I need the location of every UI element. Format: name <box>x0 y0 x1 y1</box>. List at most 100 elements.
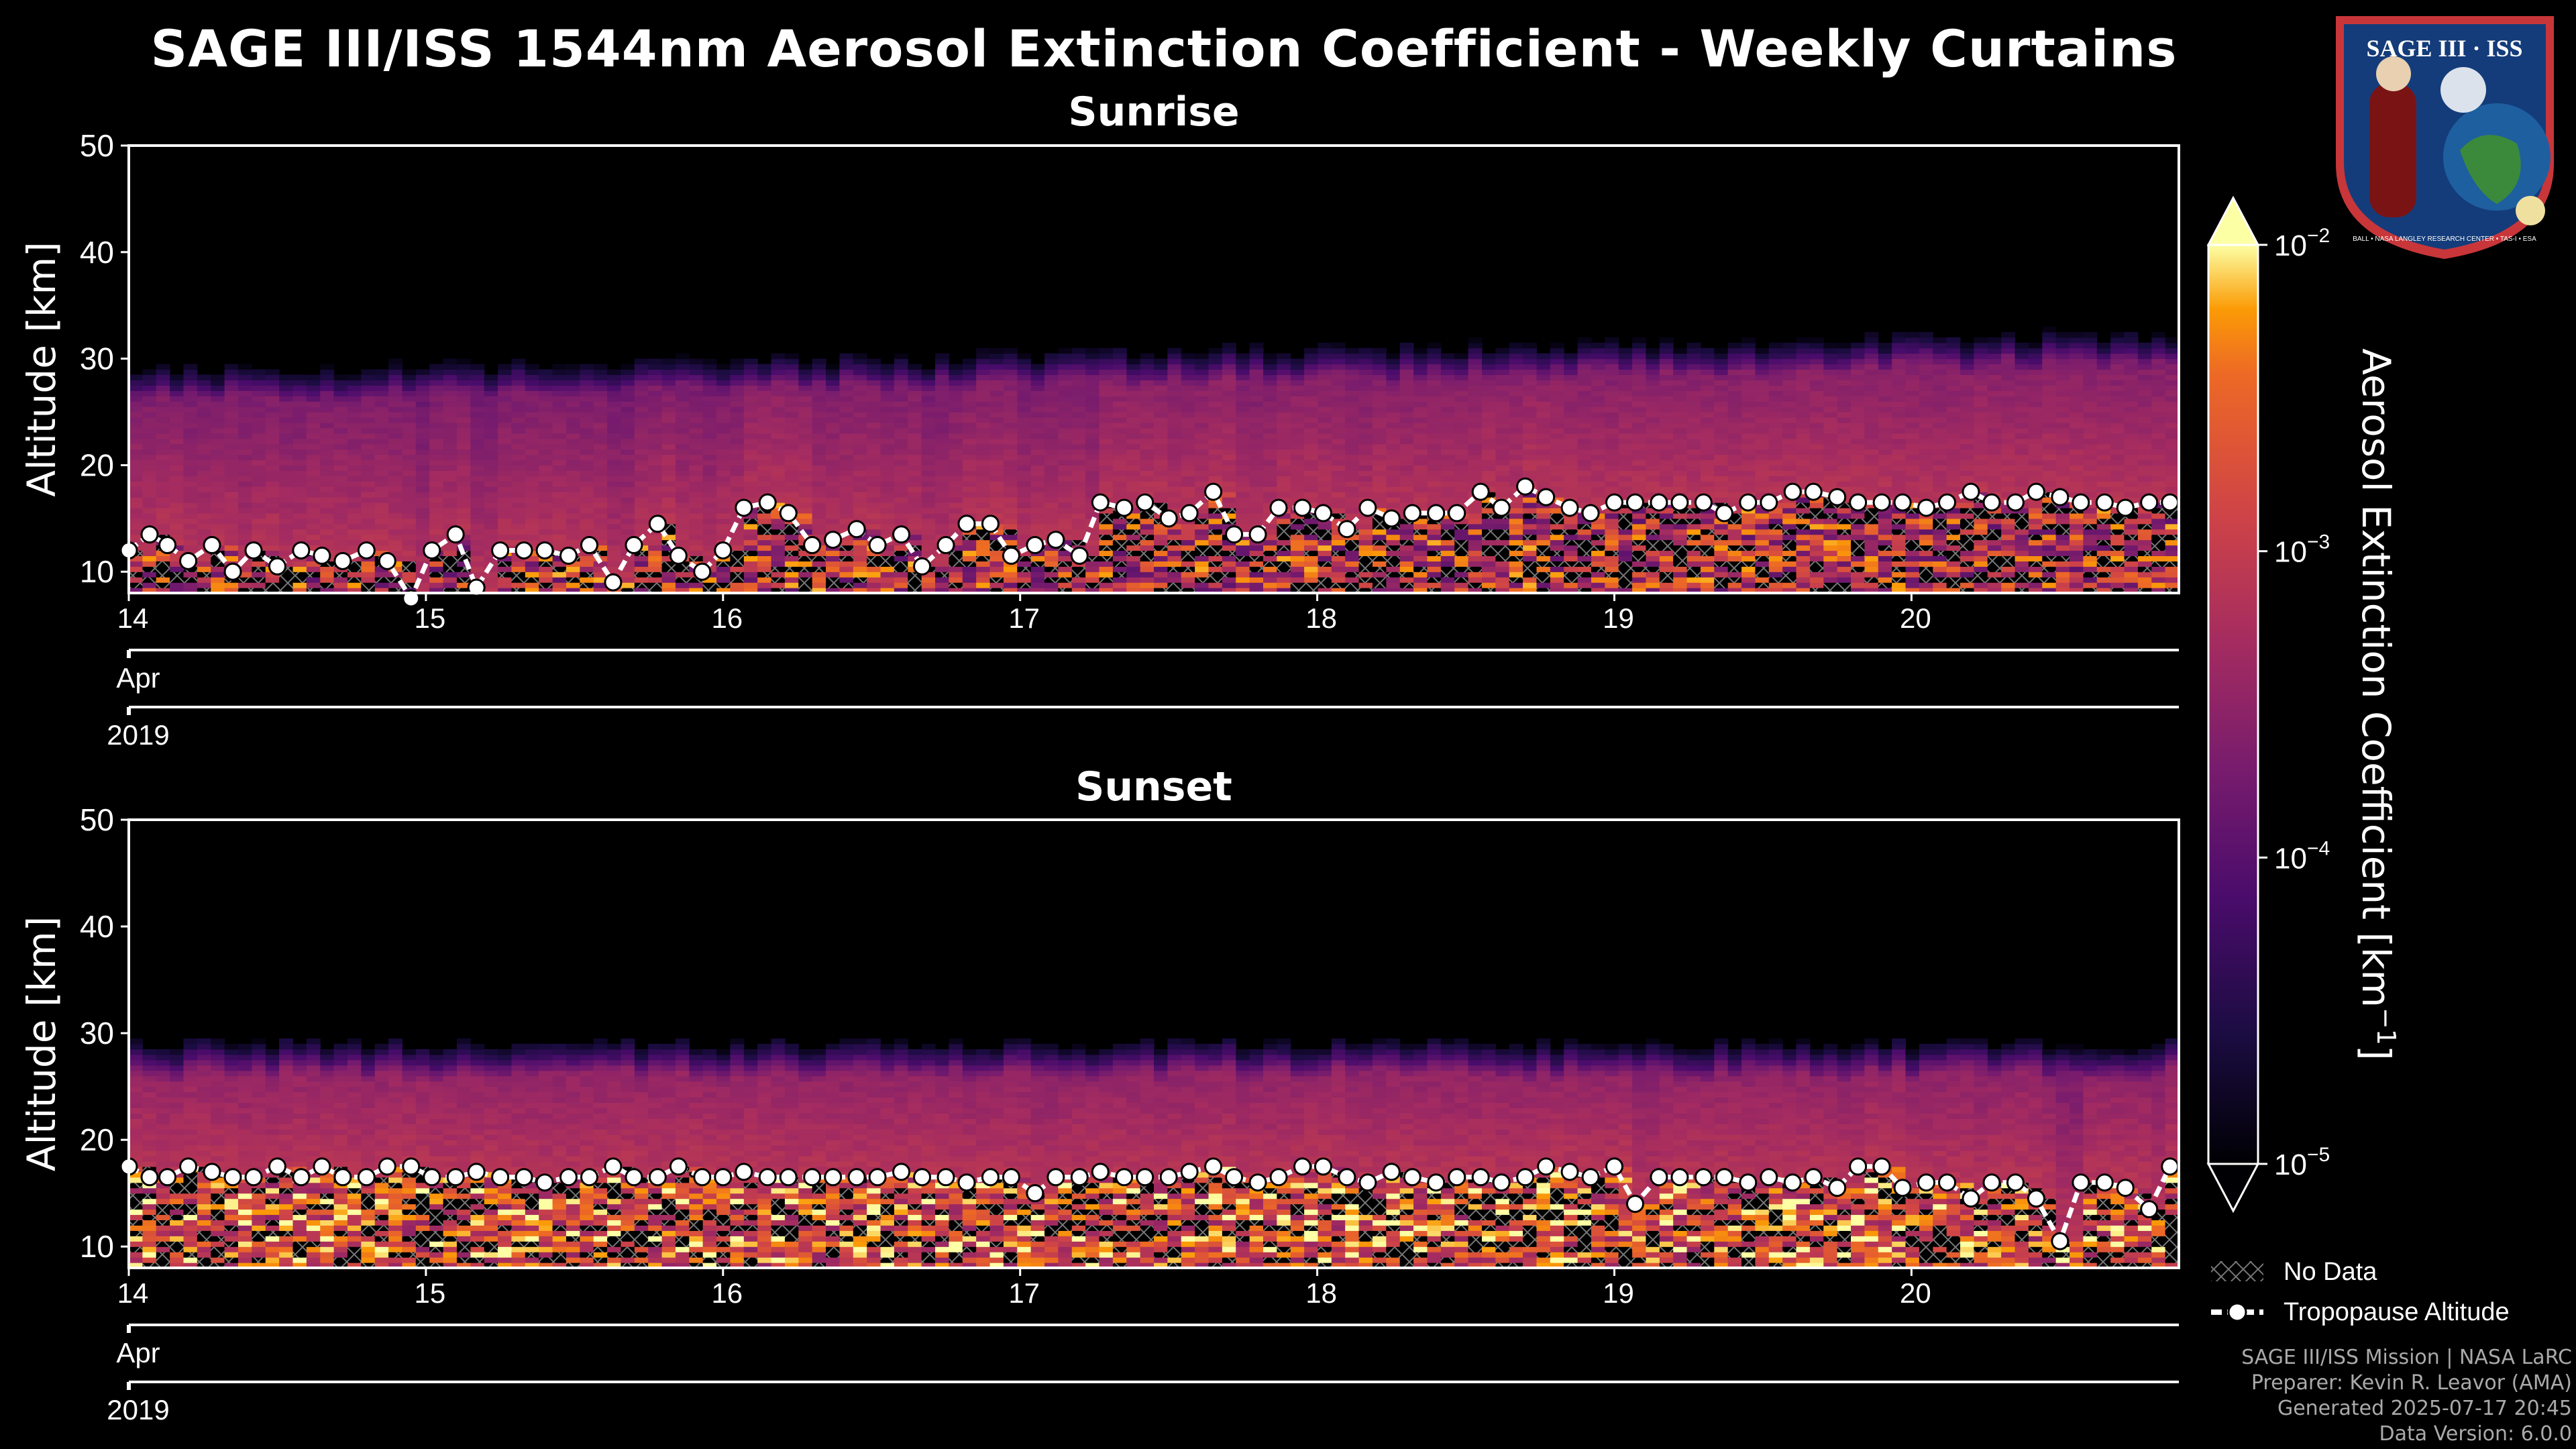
no-data-cell <box>1277 545 1291 551</box>
heatmap-cell <box>1468 401 1483 407</box>
heatmap-cell <box>1468 529 1483 535</box>
heatmap-cell <box>388 401 403 407</box>
heatmap-cell <box>607 417 622 423</box>
no-data-cell <box>1386 555 1401 561</box>
heatmap-cell <box>675 449 690 455</box>
heatmap-cell <box>484 380 498 386</box>
heatmap-cell <box>1564 481 1578 487</box>
heatmap-cell <box>1358 572 1373 578</box>
heatmap-cell <box>484 476 498 482</box>
heatmap-cell <box>962 476 977 482</box>
heatmap-cell <box>279 443 294 450</box>
heatmap-cell <box>1181 577 1195 583</box>
no-data-cell <box>1536 550 1551 557</box>
heatmap-cell <box>1277 374 1291 380</box>
heatmap-cell <box>498 486 513 492</box>
heatmap-cell <box>470 417 485 423</box>
heatmap-cell <box>1495 353 1510 360</box>
heatmap-cell <box>402 449 417 455</box>
heatmap-cell <box>743 364 758 370</box>
heatmap-cell <box>921 518 936 525</box>
heatmap-cell <box>1331 476 1346 482</box>
heatmap-cell <box>894 396 908 402</box>
heatmap-cell <box>1509 433 1523 439</box>
heatmap-cell <box>566 374 580 380</box>
heatmap-cell <box>621 454 635 461</box>
heatmap-cell <box>880 534 895 541</box>
heatmap-cell <box>1126 502 1141 508</box>
heatmap-cell <box>1523 364 1538 370</box>
heatmap-cell <box>648 507 663 514</box>
heatmap-cell <box>1550 470 1564 476</box>
no-data-cell <box>402 561 417 567</box>
heatmap-cell <box>1386 470 1401 476</box>
heatmap-cell <box>1632 433 1647 439</box>
heatmap-cell <box>1154 454 1168 461</box>
heatmap-cell <box>1099 561 1114 567</box>
heatmap-cell <box>1413 502 1428 508</box>
heatmap-cell <box>1468 588 1483 594</box>
heatmap-cell <box>1249 486 1264 492</box>
heatmap-cell <box>197 492 211 498</box>
no-data-cell <box>1345 582 1360 588</box>
heatmap-cell <box>142 481 157 487</box>
heatmap-cell <box>1413 534 1428 541</box>
heatmap-cell <box>976 369 991 376</box>
no-data-cell <box>1550 561 1564 567</box>
heatmap-cell <box>935 353 949 360</box>
heatmap-cell <box>402 518 417 525</box>
heatmap-cell <box>661 454 676 461</box>
heatmap-cell <box>1331 481 1346 487</box>
heatmap-cell <box>771 545 786 551</box>
heatmap-cell <box>237 539 252 546</box>
heatmap-cell <box>648 545 663 551</box>
heatmap-cell <box>867 582 881 588</box>
heatmap-cell <box>1618 407 1633 413</box>
heatmap-cell <box>1195 353 1210 360</box>
heatmap-cell <box>511 513 526 519</box>
heatmap-cell <box>962 396 977 402</box>
heatmap-cell <box>1481 582 1496 588</box>
heatmap-cell <box>1646 492 1660 498</box>
heatmap-cell <box>1481 449 1496 455</box>
heatmap-cell <box>320 364 335 370</box>
heatmap-cell <box>1318 433 1332 439</box>
heatmap-cell <box>1195 396 1210 402</box>
heatmap-cell <box>839 380 854 386</box>
heatmap-cell <box>771 534 786 541</box>
heatmap-cell <box>1003 454 1018 461</box>
heatmap-cell <box>935 427 949 434</box>
heatmap-cell <box>252 518 266 525</box>
heatmap-cell <box>1427 364 1442 370</box>
heatmap-cell <box>784 545 799 551</box>
heatmap-cell <box>429 465 444 471</box>
heatmap-cell <box>1236 550 1250 557</box>
heatmap-cell <box>1618 588 1633 594</box>
heatmap-cell <box>142 460 157 466</box>
heatmap-cell <box>1481 401 1496 407</box>
heatmap-cell <box>1454 390 1469 396</box>
heatmap-cell <box>429 396 444 402</box>
heatmap-cell <box>320 396 335 402</box>
heatmap-cell <box>1167 433 1182 439</box>
heatmap-cell <box>949 518 963 525</box>
no-data-cell <box>1550 529 1564 535</box>
heatmap-cell <box>1044 364 1059 370</box>
heatmap-cell <box>1591 353 1605 360</box>
heatmap-cell <box>525 529 539 535</box>
heatmap-cell <box>320 449 335 455</box>
heatmap-cell <box>1331 534 1346 541</box>
no-data-cell <box>443 561 458 567</box>
heatmap-cell <box>156 470 170 476</box>
heatmap-cell <box>593 529 608 535</box>
heatmap-cell <box>197 561 211 567</box>
heatmap-cell <box>607 401 622 407</box>
heatmap-cell <box>361 465 376 471</box>
heatmap-cell <box>1249 433 1264 439</box>
heatmap-cell <box>1085 449 1100 455</box>
heatmap-cell <box>1058 364 1073 370</box>
heatmap-cell <box>1659 449 1674 455</box>
heatmap-cell <box>1318 417 1332 423</box>
heatmap-cell <box>1605 353 1619 360</box>
heatmap-cell <box>1058 481 1073 487</box>
